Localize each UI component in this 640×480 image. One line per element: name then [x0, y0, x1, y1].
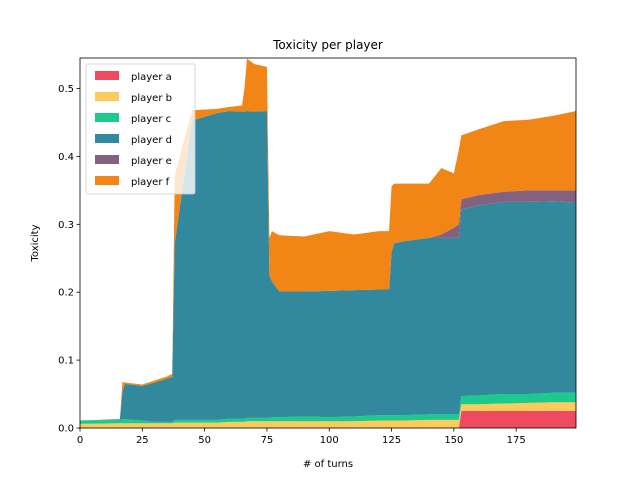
x-tick-label: 100	[320, 435, 339, 446]
area-player-a	[80, 411, 576, 428]
legend-swatch	[95, 71, 119, 80]
legend-swatch	[95, 92, 119, 101]
x-tick-label: 175	[507, 435, 526, 446]
y-axis-ticks: 0.0 0.1 0.2 0.3 0.4 0.5	[58, 84, 80, 435]
x-axis-ticks: 0 25 50 75 100 125 150 175	[77, 428, 526, 446]
area-player-b	[80, 402, 576, 428]
legend-label: player a	[131, 72, 172, 83]
chart-title: Toxicity per player	[272, 38, 383, 52]
y-axis-label: Toxicity	[30, 224, 41, 262]
legend-label: player d	[131, 135, 172, 146]
x-tick-label: 0	[77, 435, 83, 446]
x-axis-label: # of turns	[303, 459, 353, 470]
y-tick-label: 0.1	[58, 356, 74, 367]
legend: player a player b player c player d player e…	[85, 63, 196, 195]
legend-swatch	[95, 176, 119, 185]
legend-swatch	[95, 113, 119, 122]
x-tick-label: 150	[444, 435, 463, 446]
area-player-f	[80, 58, 576, 421]
area-player-d	[80, 110, 576, 422]
plot-frame	[79, 57, 577, 429]
legend-swatch	[95, 155, 119, 164]
x-tick-label: 125	[382, 435, 401, 446]
y-tick-label: 0.2	[58, 288, 74, 299]
legend-label: player c	[131, 114, 171, 125]
x-tick-label: 50	[198, 435, 211, 446]
area-player-c	[80, 392, 576, 424]
legend-label: player b	[131, 93, 172, 104]
x-tick-label: 75	[261, 435, 274, 446]
y-tick-label: 0.5	[58, 84, 74, 95]
legend-label: player e	[131, 156, 172, 167]
y-tick-label: 0.3	[58, 220, 74, 231]
legend-frame	[85, 63, 196, 195]
y-tick-label: 0.4	[58, 152, 74, 163]
legend-swatch	[95, 134, 119, 143]
area-layers	[80, 58, 576, 428]
x-tick-label: 25	[136, 435, 149, 446]
legend-label: player f	[131, 177, 170, 188]
y-tick-label: 0.0	[58, 424, 74, 435]
